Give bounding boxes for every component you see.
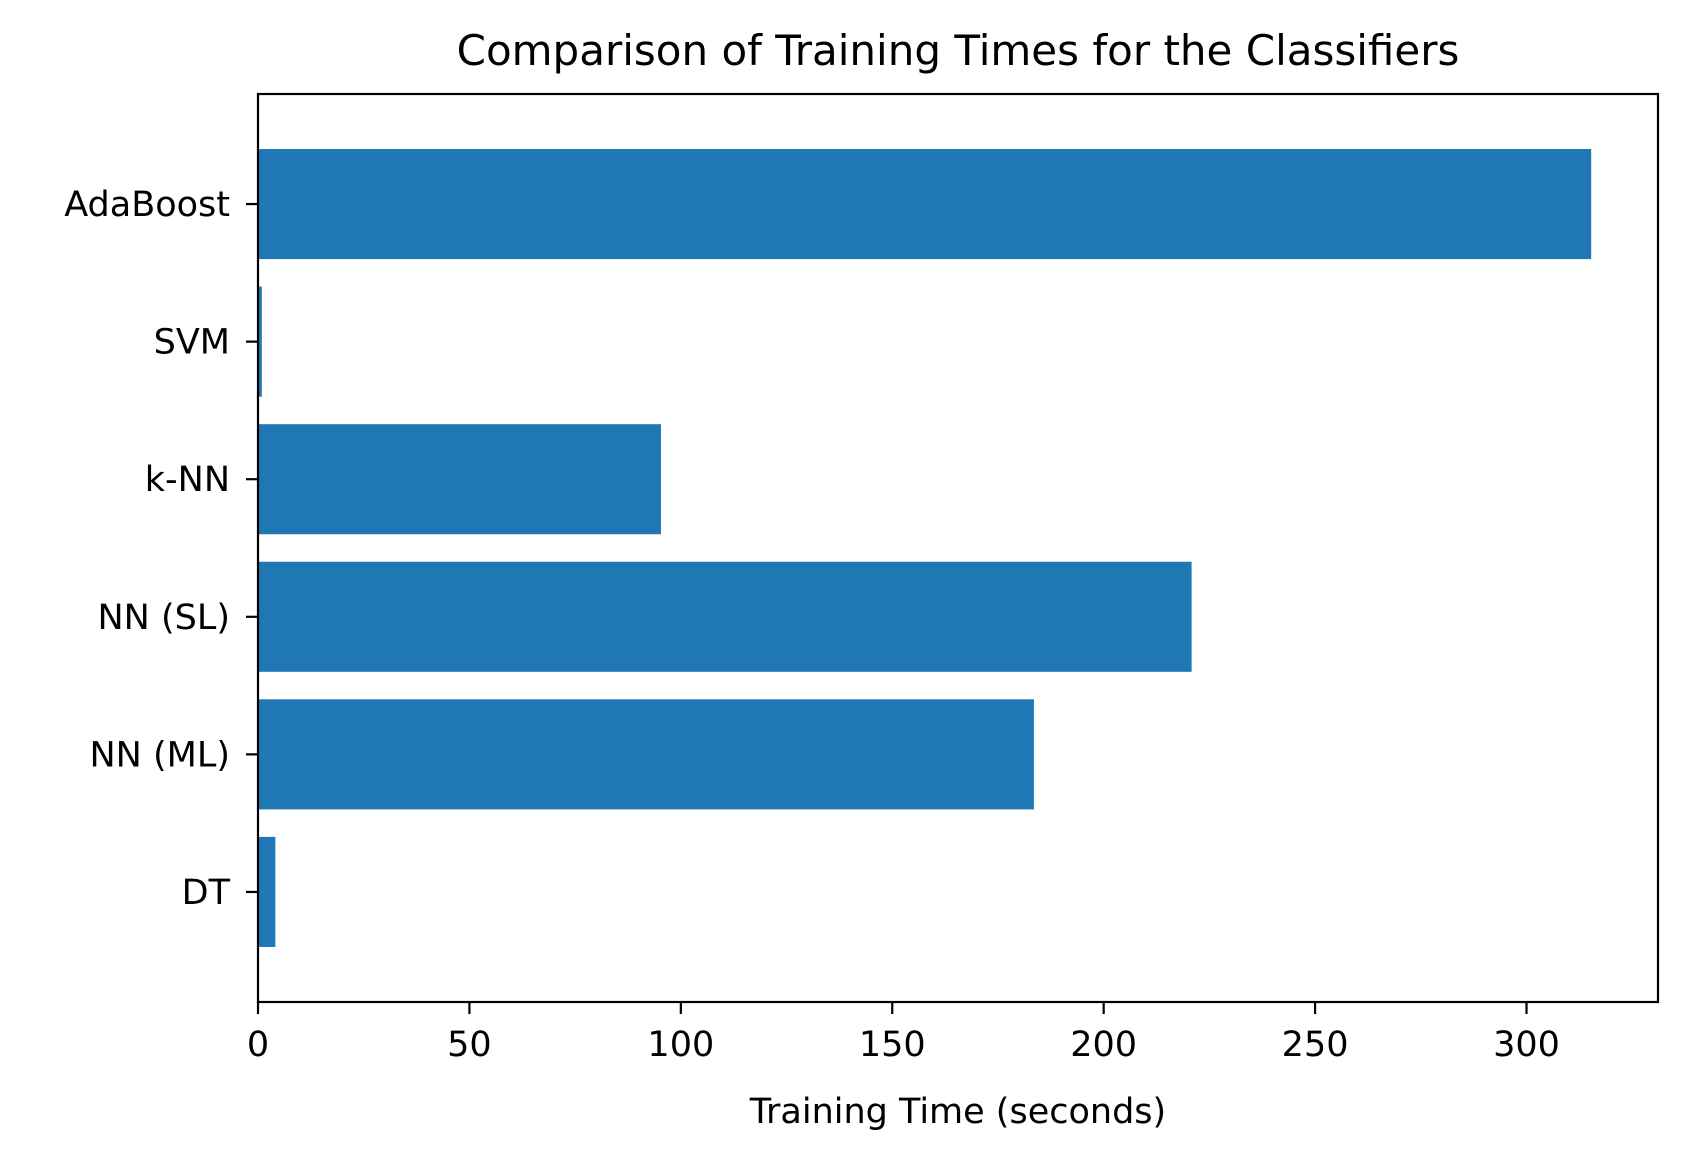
- y-tick-label: NN (SL): [97, 598, 230, 638]
- y-axis-ticks: AdaBoost SVM k-NN NN (SL) NN (ML) DT: [64, 185, 258, 913]
- x-tick-label: 300: [1493, 1025, 1560, 1065]
- x-tick-label: 0: [247, 1025, 269, 1065]
- plot-frame: [256, 92, 1660, 1004]
- y-tick-label: SVM: [154, 323, 230, 363]
- bar-nn-sl: [258, 561, 1192, 672]
- y-tick-label: DT: [182, 873, 231, 913]
- x-tick-label: 250: [1282, 1025, 1349, 1065]
- chart-title: Comparison of Training Times for the Cla…: [457, 26, 1460, 75]
- x-tick-label: 100: [647, 1025, 714, 1065]
- x-tick-label: 200: [1070, 1025, 1137, 1065]
- bar-svm: [258, 286, 262, 397]
- bar-nn-ml: [258, 699, 1034, 810]
- x-axis-label: Training Time (seconds): [749, 1092, 1166, 1132]
- y-tick-label: NN (ML): [90, 735, 231, 775]
- bar-dt: [258, 836, 276, 947]
- y-tick-label: k-NN: [145, 460, 230, 500]
- bar-adaboost: [258, 149, 1592, 260]
- bars-layer: [258, 149, 1592, 947]
- x-tick-label: 50: [447, 1025, 492, 1065]
- y-tick-label: AdaBoost: [64, 185, 230, 225]
- x-axis-ticks: 0 50 100 150 200 250 300: [247, 1002, 1560, 1065]
- x-tick-label: 150: [859, 1025, 926, 1065]
- bar-k-nn: [258, 424, 661, 535]
